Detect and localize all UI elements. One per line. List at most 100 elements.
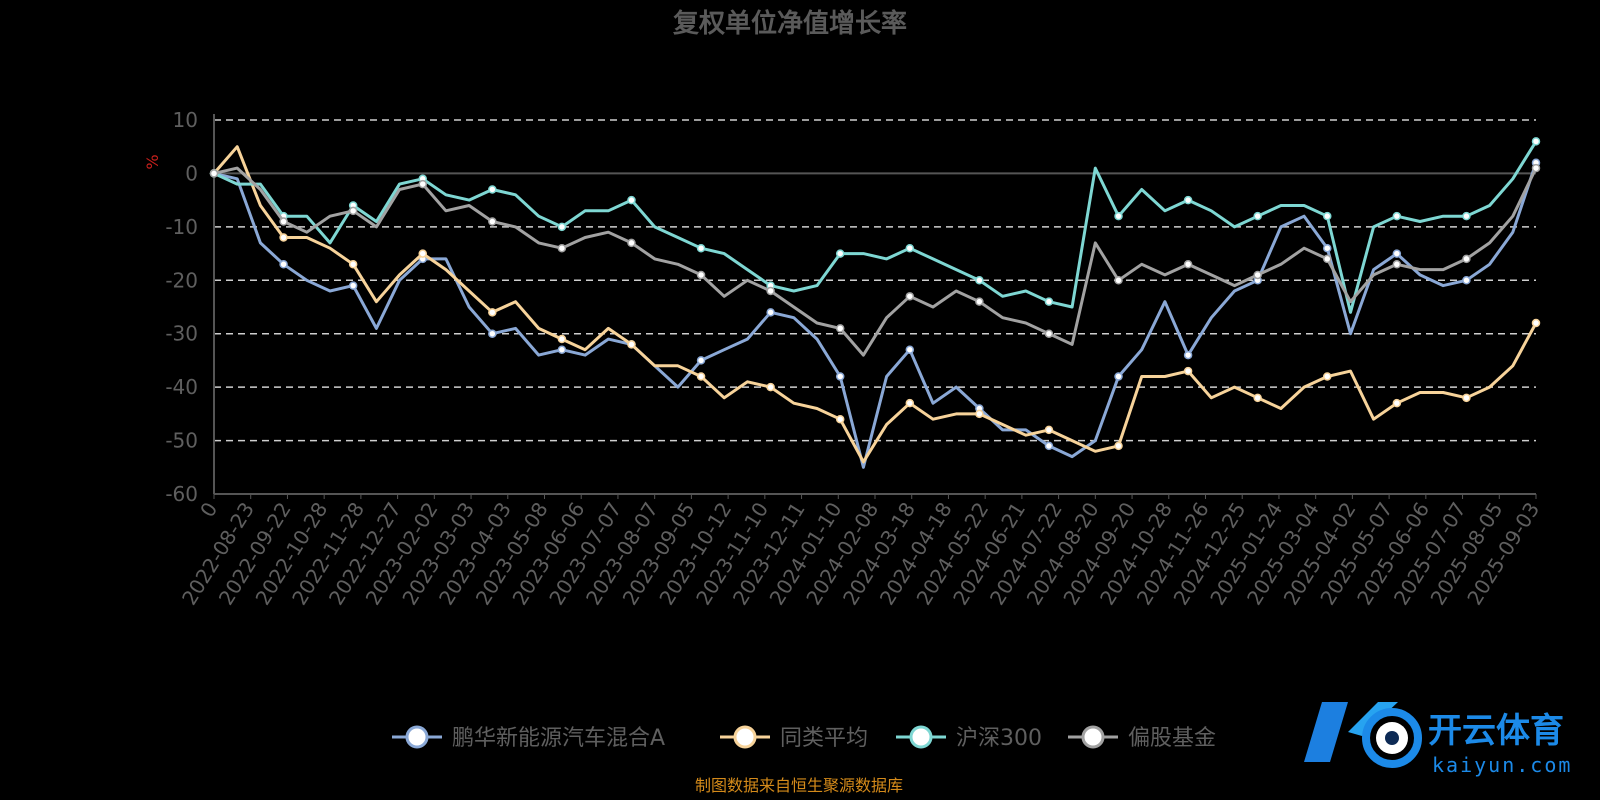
series-point <box>1531 163 1541 173</box>
series-line-2 <box>213 140 1538 314</box>
series-point <box>1531 318 1541 328</box>
legend-label: 同类平均 <box>780 726 868 751</box>
series-point <box>696 356 706 365</box>
series-point <box>696 372 706 381</box>
legend-item-3[interactable]: 偏股基金 <box>1068 725 1216 751</box>
series-point <box>1044 441 1054 451</box>
series-point <box>418 179 427 189</box>
legend-marker <box>909 725 933 749</box>
series-point <box>975 297 984 306</box>
series-point <box>1323 254 1332 264</box>
series-point <box>1114 441 1123 451</box>
series-point <box>627 340 636 349</box>
legend-item-1[interactable]: 同类平均 <box>720 725 868 751</box>
series-point <box>766 286 775 296</box>
series-point <box>835 249 845 258</box>
series-point <box>1183 350 1193 360</box>
series-point <box>418 249 427 258</box>
legend-label: 沪深300 <box>956 726 1042 751</box>
series-point <box>1462 211 1471 221</box>
series-point <box>557 334 567 344</box>
source-note: 制图数据来自恒生聚源数据库 <box>695 776 903 795</box>
kaiyun-logo <box>1304 702 1422 768</box>
series-point <box>1392 260 1402 269</box>
series-point <box>975 409 984 419</box>
series-point <box>696 270 706 280</box>
legend-label: 鹏华新能源汽车混合A <box>452 726 665 751</box>
series-point <box>1044 425 1054 435</box>
series-point <box>1114 211 1123 221</box>
watermark: 开云体育 kaiyun.com <box>1304 702 1572 777</box>
series-line-1 <box>212 145 1538 464</box>
series-point <box>279 260 288 269</box>
x-tick-label: 0 <box>195 498 222 522</box>
legend-label: 偏股基金 <box>1128 726 1216 751</box>
watermark-url: kaiyun.com <box>1432 753 1572 777</box>
legend-marker <box>733 725 757 749</box>
series-point <box>627 238 636 248</box>
series-point <box>279 233 288 242</box>
series-point <box>1044 329 1054 338</box>
series-point <box>488 329 497 338</box>
series-point <box>1253 211 1262 221</box>
series-point <box>209 169 219 178</box>
series-point <box>905 398 915 408</box>
series-point <box>488 217 497 226</box>
series-line-3 <box>213 166 1538 357</box>
series-point <box>835 414 845 424</box>
series-point <box>835 372 845 381</box>
series-point <box>835 324 845 333</box>
y-tick-label: -10 <box>165 215 198 239</box>
y-tick-label: -20 <box>165 268 198 292</box>
series-point <box>1114 276 1123 285</box>
series-point <box>1323 243 1332 253</box>
series-line-0 <box>213 162 1538 469</box>
series-point <box>1462 276 1471 285</box>
series-point <box>348 206 358 216</box>
series-point <box>1044 297 1054 306</box>
series-point <box>1392 398 1402 408</box>
series-point <box>1253 270 1262 280</box>
legend-marker <box>1081 725 1105 749</box>
series-point <box>1531 137 1541 146</box>
series-point <box>1323 211 1332 221</box>
series-point <box>557 222 567 232</box>
series-point <box>1183 366 1193 376</box>
y-tick-label: 0 <box>185 161 198 185</box>
series-point <box>557 243 567 253</box>
series-point <box>1183 195 1193 205</box>
series-point <box>627 195 636 205</box>
y-tick-label: -50 <box>165 429 198 453</box>
series-point <box>488 308 497 317</box>
series-point <box>348 260 358 269</box>
series-point <box>1462 254 1471 264</box>
series-point <box>766 382 775 392</box>
legend-item-2[interactable]: 沪深300 <box>896 725 1042 751</box>
y-tick-label: -40 <box>165 375 198 399</box>
series-point <box>696 243 706 253</box>
series-point <box>905 292 915 301</box>
axes: 100-10-20-30-40-50-6002022-08-232022-09-… <box>165 108 1544 609</box>
watermark-name: 开云体育 <box>1428 711 1564 751</box>
grid <box>214 119 1536 442</box>
series-point <box>766 308 775 317</box>
chart-title: 复权单位净值增长率 <box>673 8 907 39</box>
legend-item-0[interactable]: 鹏华新能源汽车混合A <box>392 725 665 751</box>
y-tick-label: 10 <box>173 108 198 132</box>
series-point <box>905 345 915 354</box>
y-tick-label: -30 <box>165 322 198 346</box>
series-point <box>1392 211 1402 221</box>
series-point <box>488 185 497 194</box>
legend-marker <box>405 725 429 749</box>
y-tick-label: -60 <box>165 482 198 506</box>
series-point <box>557 345 567 354</box>
series-point <box>348 281 358 290</box>
plot-area <box>209 137 1541 469</box>
series-point <box>279 217 288 226</box>
y-axis-label: % <box>143 154 162 169</box>
series-point <box>975 276 984 285</box>
series-point <box>1323 372 1332 381</box>
series-point <box>1392 249 1402 258</box>
series-point <box>1253 393 1262 403</box>
